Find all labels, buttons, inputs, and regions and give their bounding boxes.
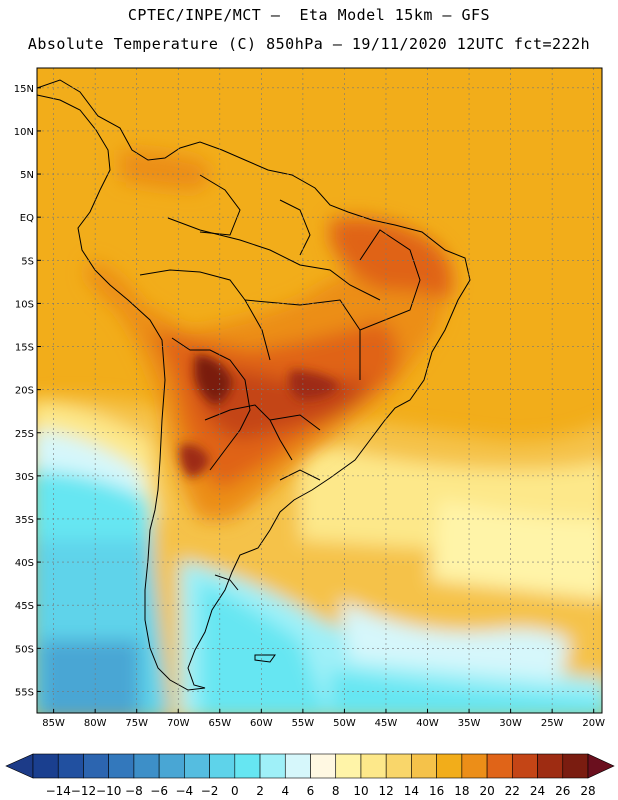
colorbar-swatch xyxy=(284,753,311,779)
lon-tick-label: 35W xyxy=(458,718,481,729)
temperature-field xyxy=(37,68,602,713)
lat-tick-label: 45S xyxy=(15,601,34,612)
colorbar-label: 26 xyxy=(555,784,570,798)
lon-tick-label: 30W xyxy=(499,718,522,729)
lat-tick-label: 15S xyxy=(15,343,34,354)
longitude-axis: 85W 80W 75W 70W 65W 60W 55W 50W 45W 40W 35W 30W 25W 2… xyxy=(42,709,605,729)
lon-tick-label: 55W xyxy=(292,718,315,729)
colorbar-swatch xyxy=(562,753,589,779)
lat-tick-label: 55S xyxy=(15,687,34,698)
colorbar-label: −4 xyxy=(176,784,194,798)
lat-tick-label: 30S xyxy=(15,472,34,483)
colorbar-swatch xyxy=(32,753,59,779)
colorbar-swatch xyxy=(158,753,185,779)
colorbar-label: 16 xyxy=(429,784,444,798)
colorbar-label: 24 xyxy=(530,784,545,798)
colorbar-swatch xyxy=(335,753,362,779)
colorbar-swatch xyxy=(385,753,412,779)
colorbar-swatch xyxy=(486,753,513,779)
colorbar-label: 12 xyxy=(379,784,394,798)
colorbar-swatch xyxy=(512,753,538,779)
graticule xyxy=(37,68,602,713)
lon-tick-label: 50W xyxy=(333,718,356,729)
colorbar-swatch xyxy=(411,753,437,779)
lon-tick-label: 60W xyxy=(250,718,273,729)
colorbar-label: −10 xyxy=(96,784,121,798)
lon-tick-label: 85W xyxy=(42,718,65,729)
lon-tick-label: 20W xyxy=(582,718,605,729)
lon-tick-label: 75W xyxy=(125,718,148,729)
colorbar-label: −2 xyxy=(201,784,219,798)
colorbar-label: 22 xyxy=(505,784,520,798)
lat-tick-label: 35S xyxy=(15,515,34,526)
colorbar-swatch xyxy=(57,753,84,779)
colorbar-swatch xyxy=(360,753,387,779)
colorbar-under-arrow xyxy=(5,753,34,779)
colorbar-label: −8 xyxy=(125,784,143,798)
plot-frame xyxy=(36,67,603,714)
colorbar-swatch xyxy=(234,753,261,779)
colorbar-swatch xyxy=(184,753,210,779)
colorbar-label: 0 xyxy=(231,784,239,798)
lat-tick-label: 10S xyxy=(15,299,34,310)
colorbar-swatch xyxy=(133,753,160,779)
colorbar-swatch xyxy=(209,753,236,779)
lat-tick-label: 25S xyxy=(15,429,34,440)
colorbar-label: −6 xyxy=(150,784,168,798)
chart-title: CPTEC/INPE/MCT – Eta Model 15km – GFS xyxy=(127,6,491,24)
colorbar-swatch xyxy=(310,753,337,779)
lat-tick-label: 5N xyxy=(20,170,34,181)
colorbar-swatch xyxy=(259,753,286,779)
colorbar-label: 10 xyxy=(353,784,368,798)
lat-tick-label: 50S xyxy=(15,644,34,655)
latitude-axis: 15N 10N 5N EQ 5S 10S 15S 20S 25S 30S 35S 40S 45S 50S 5… xyxy=(14,84,41,698)
lon-tick-label: 25W xyxy=(541,718,564,729)
lon-tick-label: 80W xyxy=(84,718,107,729)
colorbar-swatch xyxy=(436,753,463,779)
coastlines xyxy=(37,79,471,691)
colorbar-swatch xyxy=(83,753,109,779)
colorbar-label: 6 xyxy=(307,784,315,798)
colorbar-label: 18 xyxy=(454,784,469,798)
colorbar-label: −14 xyxy=(46,784,71,798)
lon-tick-label: 70W xyxy=(167,718,190,729)
lat-tick-label: 40S xyxy=(15,558,34,569)
lat-tick-label: EQ xyxy=(20,213,34,224)
lat-tick-label: 15N xyxy=(14,84,34,95)
chart-subtitle: Absolute Temperature (C) 850hPa – 19/11/… xyxy=(27,35,591,53)
colorbar-swatch xyxy=(537,753,564,779)
colorbar-label: 28 xyxy=(580,784,595,798)
lon-tick-label: 40W xyxy=(416,718,439,729)
lon-tick-label: 45W xyxy=(375,718,398,729)
lat-tick-label: 20S xyxy=(15,386,34,397)
colorbar-label: −12 xyxy=(71,784,96,798)
lat-tick-label: 5S xyxy=(21,256,34,267)
colorbar: −14 −12 −10 −8 −6 −4 −2 0 2 4 6 8 10 12 14 16 18 20 22 24 26… xyxy=(5,753,615,798)
colorbar-label: 4 xyxy=(281,784,289,798)
colorbar-label: 8 xyxy=(332,784,340,798)
colorbar-label: 2 xyxy=(256,784,264,798)
lat-tick-label: 10N xyxy=(14,127,34,138)
colorbar-swatch xyxy=(108,753,135,779)
colorbar-swatch xyxy=(461,753,488,779)
colorbar-over-arrow xyxy=(587,753,615,779)
lon-tick-label: 65W xyxy=(208,718,231,729)
colorbar-label: 14 xyxy=(404,784,419,798)
colorbar-label: 20 xyxy=(479,784,494,798)
